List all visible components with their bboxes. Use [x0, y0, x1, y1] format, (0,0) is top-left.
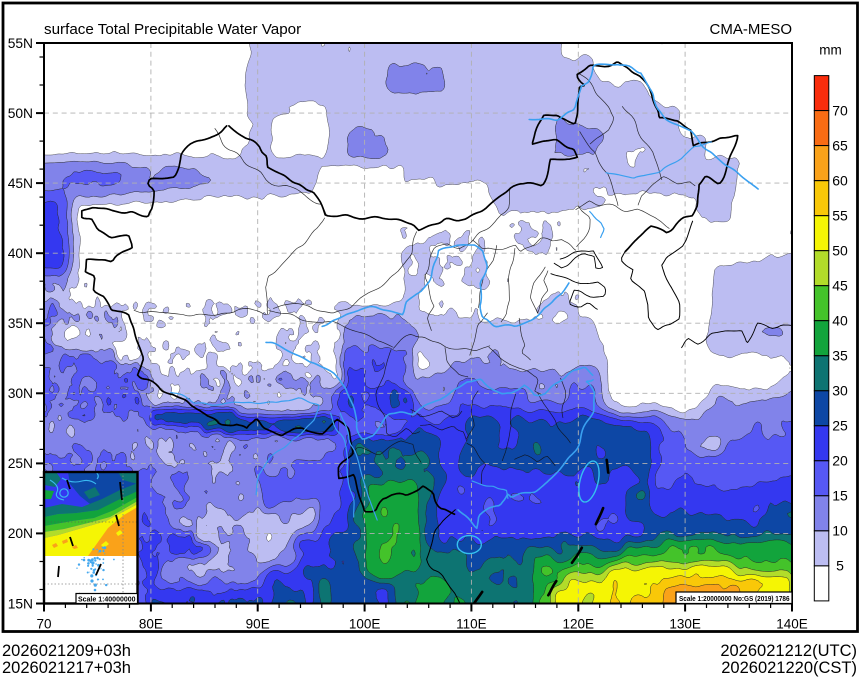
svg-text:2026021209+03h: 2026021209+03h	[2, 642, 131, 660]
svg-text:55N: 55N	[8, 36, 33, 51]
svg-text:Scale 1:20000000 No:GS (2019): Scale 1:20000000 No:GS (2019) 1786	[679, 594, 790, 603]
svg-text:15: 15	[832, 488, 848, 504]
svg-text:35: 35	[832, 348, 848, 364]
svg-text:140E: 140E	[776, 617, 808, 632]
svg-text:2026021212(UTC): 2026021212(UTC)	[720, 642, 857, 660]
svg-text:40: 40	[832, 313, 848, 329]
svg-text:mm: mm	[819, 43, 842, 58]
svg-text:60: 60	[832, 173, 848, 189]
svg-text:70: 70	[832, 102, 848, 118]
svg-text:70: 70	[36, 617, 51, 632]
svg-text:2026021220(CST): 2026021220(CST)	[721, 659, 857, 677]
svg-text:15N: 15N	[8, 596, 33, 611]
svg-text:45: 45	[832, 278, 848, 294]
svg-text:20: 20	[832, 453, 848, 469]
svg-text:80E: 80E	[139, 617, 163, 632]
svg-text:45N: 45N	[8, 176, 33, 191]
svg-text:40N: 40N	[8, 246, 33, 261]
svg-text:25: 25	[832, 418, 848, 434]
svg-text:50N: 50N	[8, 106, 33, 121]
svg-text:10: 10	[832, 523, 848, 539]
svg-text:20N: 20N	[8, 526, 33, 541]
svg-text:50: 50	[832, 243, 848, 259]
svg-text:surface Total Precipitable Wat: surface Total Precipitable Water Vapor	[44, 21, 301, 38]
svg-text:90E: 90E	[246, 617, 270, 632]
svg-text:5: 5	[836, 558, 844, 574]
svg-text:CMA-MESO: CMA-MESO	[710, 21, 793, 38]
svg-text:25N: 25N	[8, 456, 33, 471]
svg-text:30N: 30N	[8, 386, 33, 401]
svg-text:110E: 110E	[456, 617, 487, 632]
svg-text:55: 55	[832, 208, 848, 224]
svg-text:65: 65	[832, 137, 848, 153]
svg-text:130E: 130E	[669, 617, 701, 632]
svg-text:2026021217+03h: 2026021217+03h	[2, 659, 131, 677]
svg-text:Scale 1:40000000: Scale 1:40000000	[78, 594, 136, 603]
svg-text:120E: 120E	[563, 617, 595, 632]
svg-text:35N: 35N	[8, 316, 33, 331]
svg-text:30: 30	[832, 383, 848, 399]
svg-text:100E: 100E	[349, 617, 381, 632]
